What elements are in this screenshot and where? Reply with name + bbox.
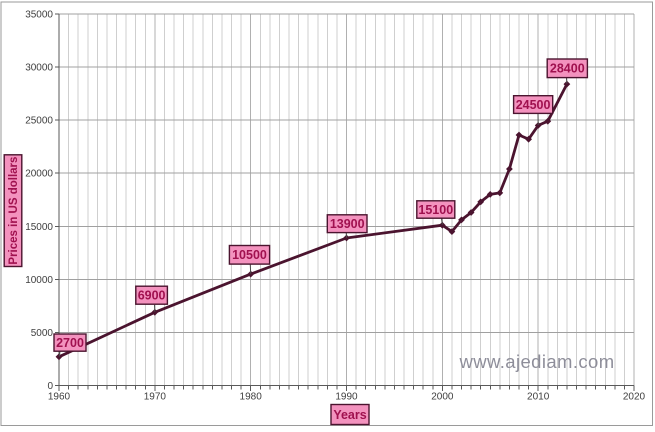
- svg-text:10500: 10500: [232, 248, 267, 262]
- svg-text:13900: 13900: [330, 217, 365, 231]
- svg-text:28400: 28400: [550, 62, 585, 76]
- svg-text:20000: 20000: [25, 169, 53, 180]
- svg-text:2010: 2010: [527, 392, 550, 403]
- svg-text:1990: 1990: [335, 392, 358, 403]
- svg-text:2700: 2700: [56, 336, 84, 350]
- svg-text:1970: 1970: [144, 392, 167, 403]
- svg-text:15000: 15000: [25, 222, 53, 233]
- svg-text:10000: 10000: [25, 275, 53, 286]
- svg-text:0: 0: [47, 381, 53, 392]
- svg-text:2000: 2000: [431, 392, 454, 403]
- svg-text:Years: Years: [333, 408, 366, 422]
- svg-text:15100: 15100: [418, 203, 453, 217]
- svg-text:1980: 1980: [240, 392, 263, 403]
- svg-text:1960: 1960: [48, 392, 71, 403]
- svg-text:25000: 25000: [25, 116, 53, 127]
- svg-text:Prices in US dollars: Prices in US dollars: [8, 157, 20, 265]
- svg-text:6900: 6900: [138, 289, 166, 303]
- svg-text:30000: 30000: [25, 63, 53, 74]
- svg-text:5000: 5000: [31, 328, 54, 339]
- svg-text:24500: 24500: [516, 98, 551, 112]
- svg-text:35000: 35000: [25, 10, 53, 21]
- svg-text:www.ajediam.com: www.ajediam.com: [458, 351, 614, 372]
- svg-text:2020: 2020: [623, 392, 646, 403]
